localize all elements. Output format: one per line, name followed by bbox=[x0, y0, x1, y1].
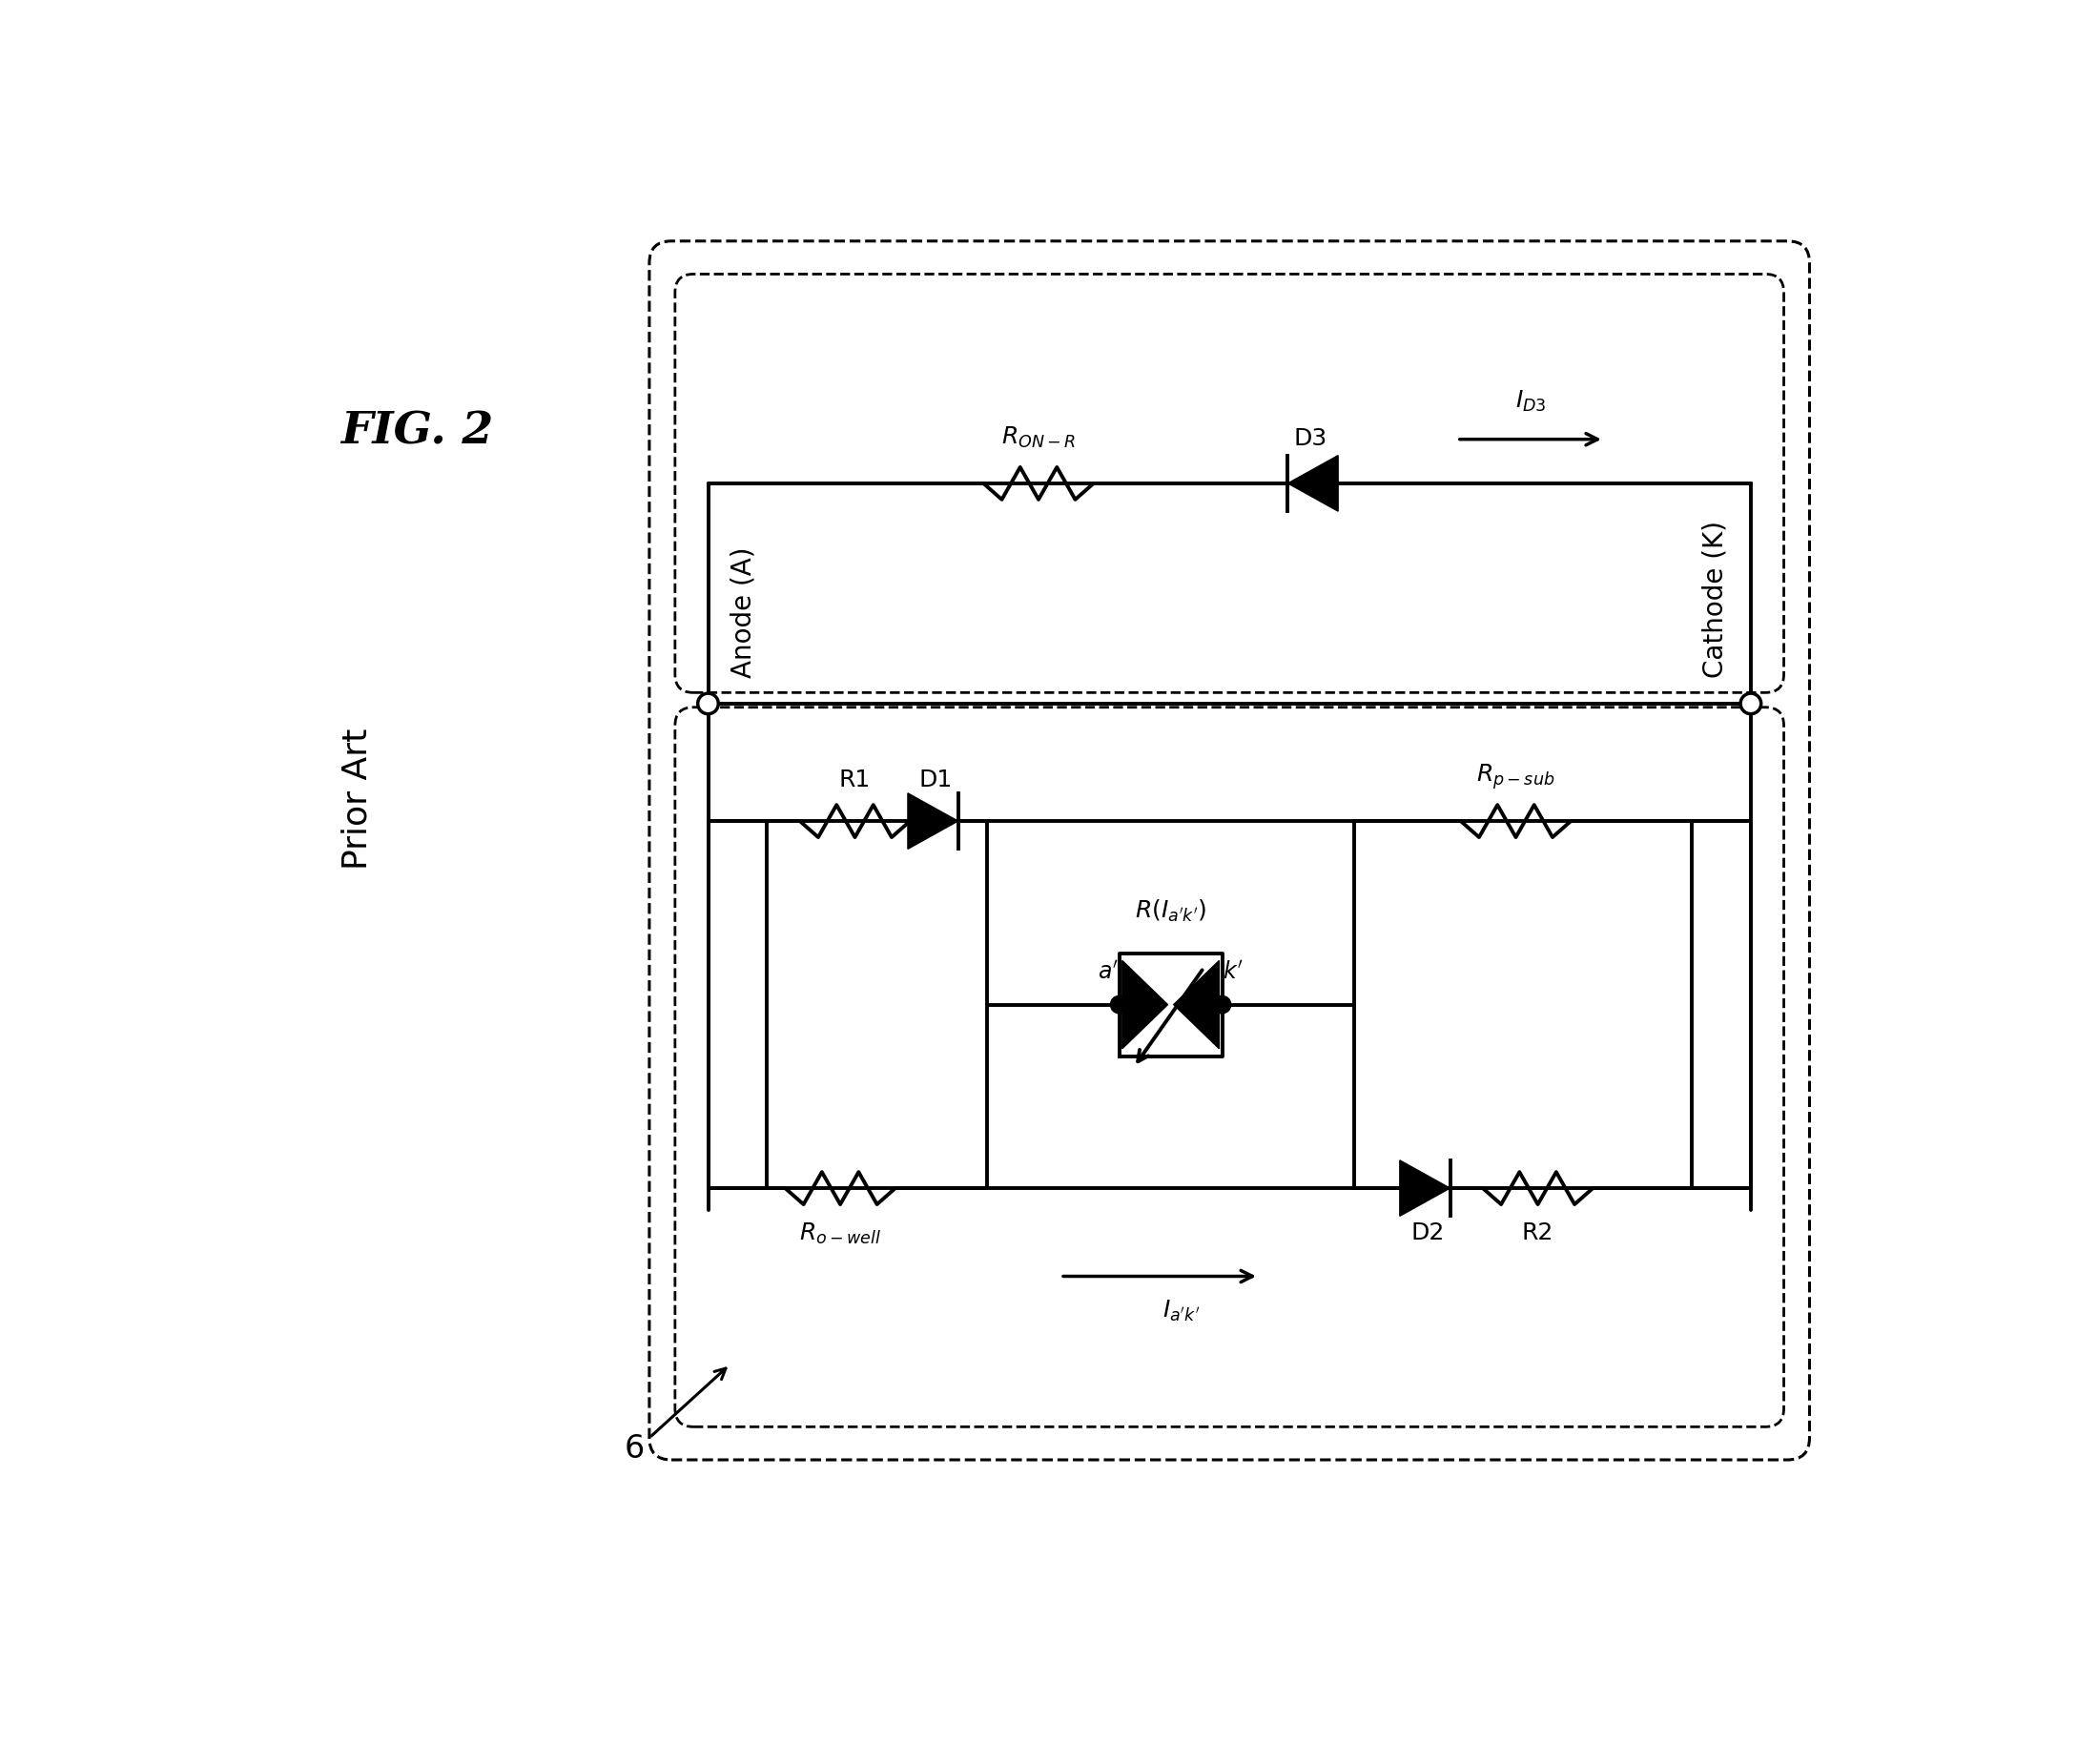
Text: Anode (A): Anode (A) bbox=[730, 547, 757, 677]
Text: $a'$: $a'$ bbox=[1097, 961, 1118, 984]
Polygon shape bbox=[1399, 1161, 1450, 1215]
Text: $I_{a'k'}$: $I_{a'k'}$ bbox=[1162, 1298, 1200, 1323]
Circle shape bbox=[1110, 997, 1129, 1014]
Text: $R_{ON-R}$: $R_{ON-R}$ bbox=[1001, 425, 1076, 450]
Polygon shape bbox=[908, 794, 959, 848]
Text: Cathode (K): Cathode (K) bbox=[1701, 520, 1729, 677]
Text: $k'$: $k'$ bbox=[1223, 961, 1244, 984]
Text: $R_{o-well}$: $R_{o-well}$ bbox=[799, 1221, 881, 1245]
Text: 6: 6 bbox=[625, 1432, 644, 1464]
Polygon shape bbox=[1122, 961, 1169, 1048]
Circle shape bbox=[699, 693, 718, 714]
Circle shape bbox=[1741, 693, 1760, 714]
Text: $I_{D3}$: $I_{D3}$ bbox=[1515, 388, 1546, 413]
Circle shape bbox=[1213, 997, 1232, 1014]
Text: D2: D2 bbox=[1410, 1221, 1446, 1244]
Text: R1: R1 bbox=[839, 769, 871, 792]
Text: D3: D3 bbox=[1292, 427, 1328, 450]
Text: D1: D1 bbox=[919, 769, 952, 792]
Text: R2: R2 bbox=[1521, 1221, 1555, 1244]
Text: Prior Art: Prior Art bbox=[340, 729, 373, 870]
Text: $R(I_{a'k'})$: $R(I_{a'k'})$ bbox=[1135, 898, 1206, 924]
Text: $R_{p-sub}$: $R_{p-sub}$ bbox=[1477, 762, 1555, 792]
Text: FIG. 2: FIG. 2 bbox=[340, 409, 493, 453]
Polygon shape bbox=[1288, 455, 1339, 512]
Polygon shape bbox=[1173, 961, 1219, 1048]
